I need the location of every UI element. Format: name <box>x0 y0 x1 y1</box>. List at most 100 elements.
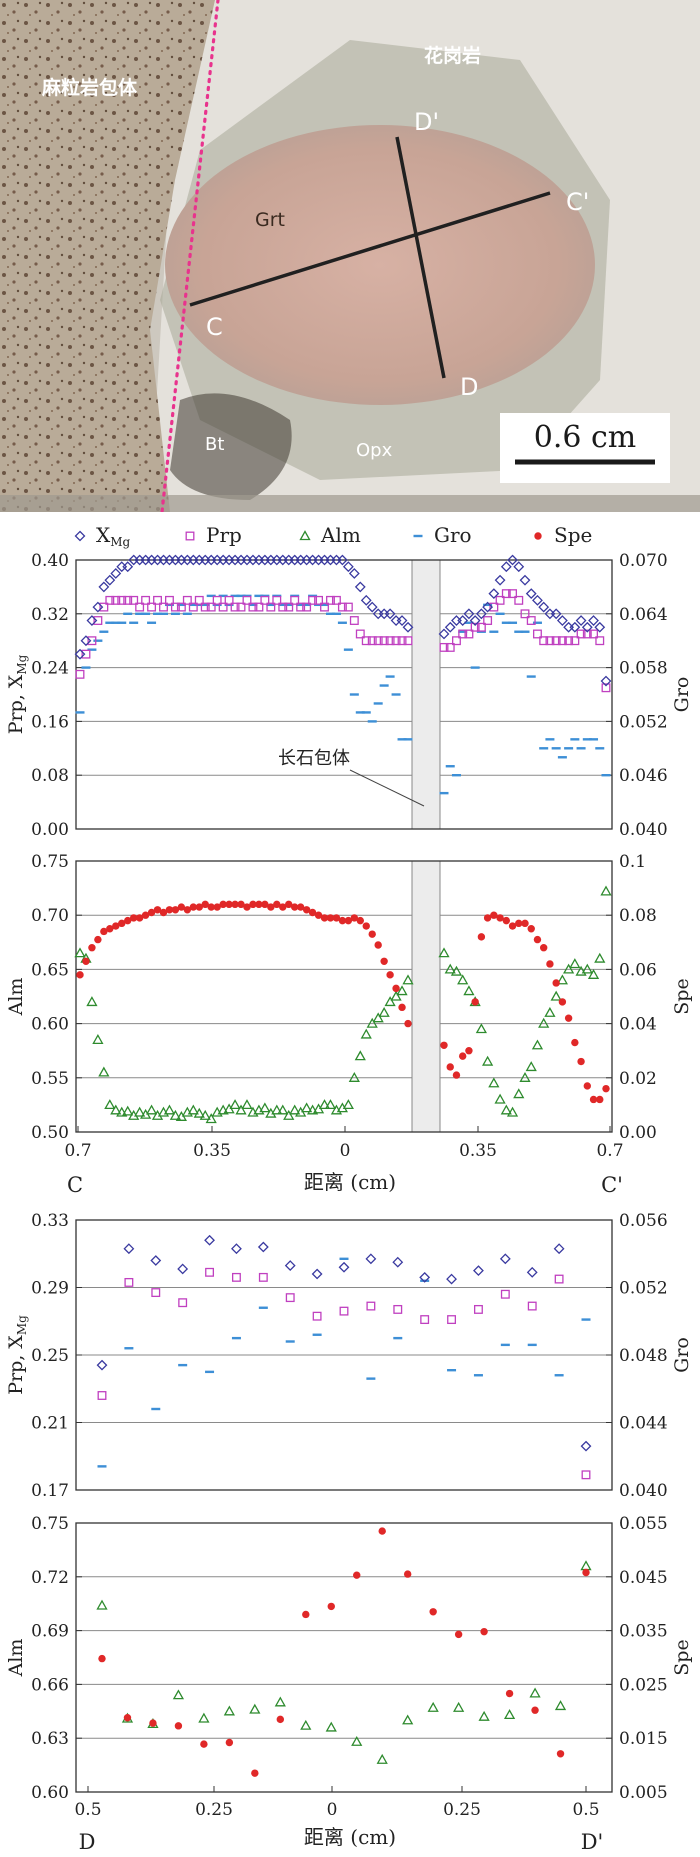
point-xmg <box>451 615 462 626</box>
point-prp <box>296 602 306 612</box>
point-alm <box>116 1106 128 1117</box>
point-spe <box>302 1610 310 1619</box>
point-alm <box>525 1061 537 1072</box>
point-prp <box>495 595 505 605</box>
point-spe <box>129 914 138 922</box>
x-axis-tick-label: 0 <box>340 1141 351 1161</box>
point-prp <box>464 629 474 639</box>
point-spe <box>582 1568 590 1577</box>
point-alm <box>438 947 450 958</box>
point-prp <box>312 1311 322 1321</box>
point-alm <box>506 1106 519 1117</box>
right-axis-title: Spe <box>671 1639 693 1675</box>
point-alm <box>488 1077 500 1088</box>
point-xmg <box>594 621 606 633</box>
point-spe <box>356 916 364 925</box>
point-xmg <box>438 628 450 640</box>
left-axis-tick-label: 0.08 <box>31 766 69 786</box>
right-axis-tick-label: 0.048 <box>619 1346 668 1366</box>
point-spe <box>571 1038 579 1047</box>
x-axis-tick-label: 0.35 <box>459 1141 497 1161</box>
point-prp <box>135 602 145 612</box>
point-spe <box>314 911 323 919</box>
point-spe <box>583 1082 592 1090</box>
point-alm <box>354 1050 366 1061</box>
d-prime-label: D' <box>414 108 439 136</box>
point-spe <box>452 1071 461 1079</box>
point-spe <box>302 906 311 914</box>
point-spe <box>308 908 317 917</box>
right-axis-tick-label: 0.08 <box>619 906 657 926</box>
point-alm <box>360 1028 372 1039</box>
point-prp <box>367 636 377 646</box>
point-prp <box>391 636 401 646</box>
point-spe <box>556 1750 565 1758</box>
point-prp <box>284 602 294 612</box>
point-prp <box>582 629 592 639</box>
point-alm <box>229 1099 241 1110</box>
point-spe <box>98 1654 106 1663</box>
point-prp <box>242 595 252 605</box>
point-prp <box>349 616 359 625</box>
point-spe <box>344 916 353 925</box>
point-xmg <box>284 1260 296 1271</box>
point-xmg <box>581 621 593 633</box>
right-axis-tick-label: 0.04 <box>619 1015 657 1035</box>
c-prime-label: C' <box>566 188 589 216</box>
point-spe <box>398 1003 406 1012</box>
point-prp <box>75 669 85 679</box>
left-axis-tick-label: 0.69 <box>31 1622 69 1642</box>
point-alm <box>351 1735 363 1746</box>
right-axis-tick-label: 0.040 <box>619 820 668 840</box>
point-alm <box>594 952 606 963</box>
right-axis-tick-label: 0.045 <box>619 1568 668 1588</box>
left-axis-title: Prp, XMg <box>5 654 29 734</box>
plot-frame <box>75 1522 613 1793</box>
point-xmg <box>92 601 104 613</box>
point-spe <box>392 984 400 993</box>
point-prp <box>258 1272 268 1282</box>
point-xmg <box>563 621 575 633</box>
point-spe <box>177 903 186 911</box>
point-prp <box>254 602 264 612</box>
legend-label-prp: Prp <box>206 523 242 547</box>
point-alm <box>134 1106 146 1117</box>
profile-start-label: C <box>67 1173 83 1197</box>
point-alm <box>86 996 98 1007</box>
point-alm <box>325 1721 337 1732</box>
point-xmg <box>311 1268 323 1280</box>
point-prp <box>278 602 288 612</box>
point-alm <box>92 1034 104 1045</box>
point-prp <box>581 1470 591 1480</box>
point-xmg <box>525 588 537 600</box>
point-spe <box>141 911 150 919</box>
profile-c-alm-spe-panel: 0.500.550.600.650.700.750.000.020.040.06… <box>5 852 693 1197</box>
point-prp <box>97 1391 107 1400</box>
point-prp <box>589 629 598 639</box>
point-alm <box>529 1687 541 1698</box>
right-axis-tick-label: 0.005 <box>619 1783 668 1803</box>
point-alm <box>569 958 581 969</box>
bt-dark-patch <box>170 393 292 500</box>
point-xmg <box>526 1266 538 1278</box>
point-prp <box>272 595 282 605</box>
point-spe <box>558 998 567 1006</box>
point-alm <box>402 974 414 985</box>
point-alm <box>457 974 469 985</box>
point-spe <box>327 1602 335 1611</box>
point-xmg <box>123 1243 135 1255</box>
point-spe <box>165 906 174 914</box>
left-axis-title: Alm <box>5 978 27 1017</box>
point-xmg <box>86 615 98 626</box>
point-alm <box>241 1099 253 1110</box>
point-prp <box>285 1293 295 1303</box>
point-prp <box>489 602 499 612</box>
point-alm <box>554 1700 567 1711</box>
x-axis-tick-label: 0.7 <box>64 1141 91 1161</box>
point-xmg <box>556 615 568 626</box>
legend-label-xmg: XMg <box>96 523 131 549</box>
point-prp <box>188 602 198 612</box>
point-spe <box>332 914 341 922</box>
point-alm <box>145 1104 158 1115</box>
x-axis-title: 距离 (cm) <box>304 1170 396 1194</box>
